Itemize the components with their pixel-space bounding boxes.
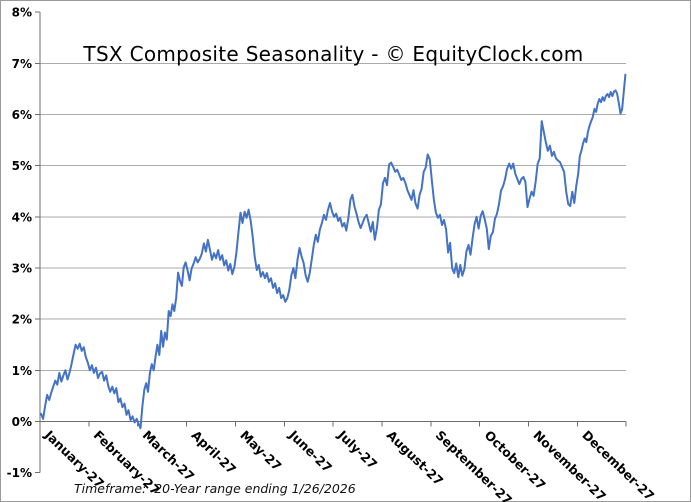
x-axis-month-label: May-27 xyxy=(237,427,284,473)
x-axis-month-label: April-27 xyxy=(189,427,240,477)
y-axis-tick-label: 2% xyxy=(12,313,32,327)
x-axis-month-label: June-27 xyxy=(285,427,335,476)
chart-title: TSX Composite Seasonality - © EquityCloc… xyxy=(83,42,584,66)
y-axis-tick-label: 3% xyxy=(12,262,32,276)
x-axis-month-label: July-27 xyxy=(334,427,380,472)
y-axis-tick-label: 6% xyxy=(12,108,32,122)
seasonality-line xyxy=(40,73,627,430)
timeframe-note: Timeframe: 20-Year range ending 1/26/202… xyxy=(74,481,356,496)
y-axis-tick-label: 4% xyxy=(12,210,32,224)
y-axis-tick-label: 5% xyxy=(12,159,32,173)
y-axis-tick-label: 8% xyxy=(12,6,32,20)
y-axis-tick-label: 0% xyxy=(12,415,32,429)
y-axis-tick-label: -1% xyxy=(7,466,32,480)
y-axis-tick-label: 1% xyxy=(12,364,32,378)
y-axis-tick-label: 7% xyxy=(12,57,32,71)
